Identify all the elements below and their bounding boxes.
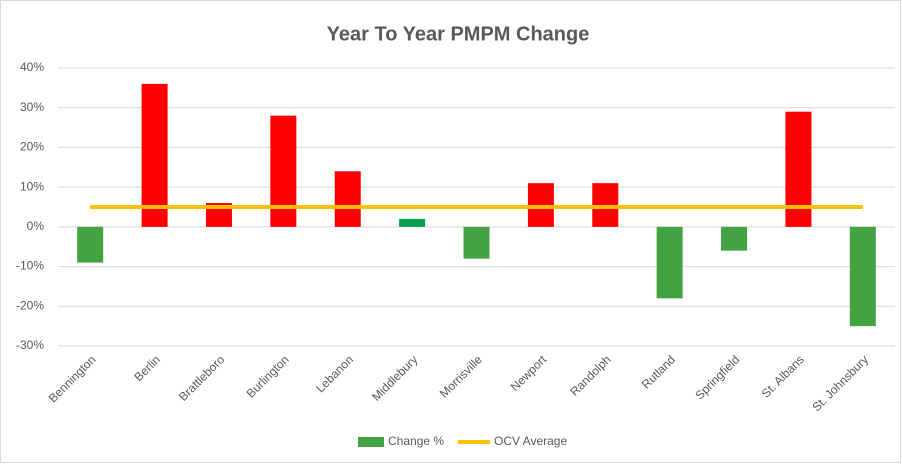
bar [785, 111, 812, 227]
y-tick-label: -20% [16, 298, 44, 312]
bar [849, 226, 876, 327]
legend-swatch [358, 437, 384, 447]
chart-title: Year To Year PMPM Change [327, 23, 590, 45]
y-tick-label: 20% [20, 140, 44, 154]
legend-label: Change % [388, 434, 444, 448]
y-tick-label: -10% [16, 259, 44, 273]
bar [334, 171, 361, 227]
bar [141, 83, 168, 227]
bar [656, 226, 683, 299]
y-tick-label: 40% [20, 60, 44, 74]
bar [463, 226, 490, 259]
bar [399, 218, 426, 227]
legend-label: OCV Average [494, 434, 567, 448]
y-tick-label: 10% [20, 179, 44, 193]
y-tick-label: 30% [20, 100, 44, 114]
y-tick-label: 0% [27, 219, 45, 233]
bar [270, 115, 297, 227]
bar [721, 226, 748, 251]
bar [77, 226, 104, 263]
y-tick-label: -30% [16, 338, 44, 352]
